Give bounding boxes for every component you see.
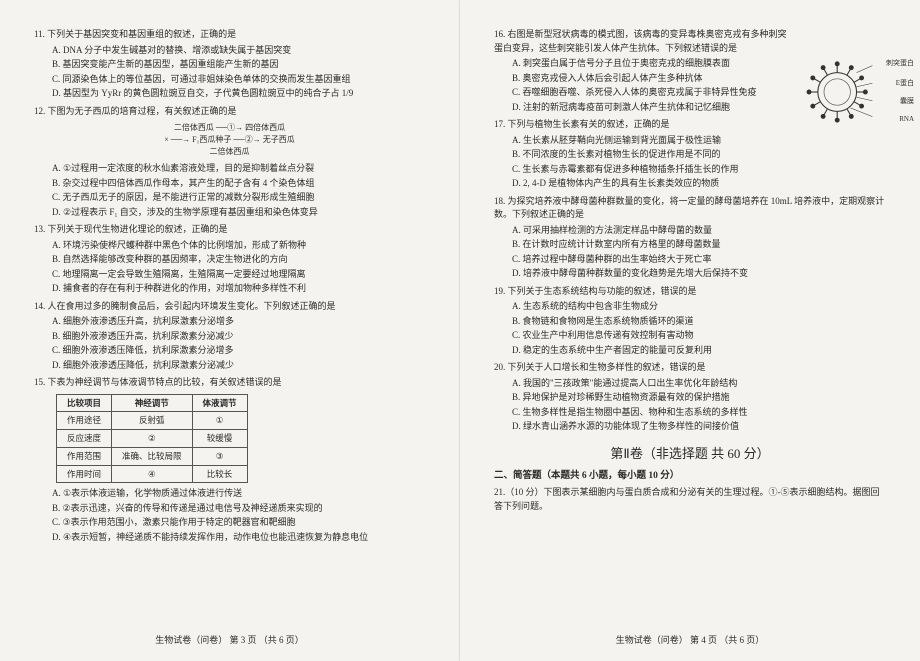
r0c2: ① [192, 412, 247, 430]
footer-left: 生物试卷（问卷） 第 3 页 （共 6 页） [0, 634, 459, 648]
r2c0: 作用范围 [57, 447, 112, 465]
q11-optD: D. 基因型为 YyRr 的黄色圆粒豌豆自交，子代黄色圆粒豌豆中的纯合子占 1/… [52, 87, 425, 101]
q16-stem: 16. 右图是新型冠状病毒的模式图，该病毒的变异毒株奥密克戎有多种刺突蛋白变异，… [494, 28, 791, 55]
q12-diagram: 二倍体西瓜 ──①→ 四倍体西瓜 × ──→ F₁西瓜种子 ──②→ 无子西瓜 … [34, 122, 425, 158]
q12-optD: D. ②过程表示 F₁ 自交，涉及的生物学原理有基因重组和染色体变异 [52, 206, 425, 220]
q13: 13. 下列关于现代生物进化理论的叙述，正确的是 A. 环境污染使桦尺蠖种群中黑… [34, 223, 425, 296]
page-4: 刺突蛋白 E蛋白 囊膜 RNA 16. 右图是新型冠状病毒的模式图，该病毒的变异… [460, 0, 920, 661]
q14-optB: B. 细胞外液渗透压升高，抗利尿激素分泌减少 [52, 330, 425, 344]
q19: 19. 下列关于生态系统结构与功能的叙述，错误的是 A. 生态系统的结构中包含非… [494, 285, 886, 358]
q15: 15. 下表为神经调节与体液调节特点的比较，有关叙述错误的是 比较项目 神经调节… [34, 376, 425, 544]
q19-optB: B. 食物链和食物网是生态系统物质循环的渠道 [512, 315, 886, 329]
q18-optC: C. 培养过程中酵母菌种群的出生率始终大于死亡率 [512, 253, 886, 267]
q17-optC: C. 生长素与赤霉素都有促进多种植物插条扦插生长的作用 [512, 163, 886, 177]
q12: 12. 下图为无子西瓜的培育过程，有关叙述正确的是 二倍体西瓜 ──①→ 四倍体… [34, 105, 425, 220]
q11-stem: 11. 下列关于基因突变和基因重组的叙述，正确的是 [34, 28, 425, 42]
virus-label-e: E蛋白 [896, 78, 914, 89]
q20-optC: C. 生物多样性是指生物圈中基因、物种和生态系统的多样性 [512, 406, 886, 420]
diagram-line3: 二倍体西瓜 [34, 146, 425, 158]
q15-optD: D. ④表示短暂，神经递质不能持续发挥作用，动作电位也能迅速恢复为静息电位 [52, 531, 425, 545]
q14-optD: D. 细胞外液渗透压降低，抗利尿激素分泌减少 [52, 359, 425, 373]
r0c1: 反射弧 [112, 412, 193, 430]
q18-optB: B. 在计数时应统计计数室内所有方格里的酵母菌数量 [512, 238, 886, 252]
th-0: 比较项目 [57, 394, 112, 412]
q15-optA: A. ①表示体液运输，化学物质通过体液进行传送 [52, 487, 425, 501]
q18: 18. 为探究培养液中酵母菌种群数量的变化，将一定量的酵母菌培养在 10mL 培… [494, 195, 886, 281]
q20-optB: B. 异地保护是对珍稀野生动植物资源最有效的保护措施 [512, 391, 886, 405]
page-3: 11. 下列关于基因突变和基因重组的叙述，正确的是 A. DNA 分子中发生碱基… [0, 0, 460, 661]
r3c1: ④ [112, 465, 193, 483]
q16-optA: A. 刺突蛋白属于信号分子且位于奥密克戎的细胞膜表面 [512, 57, 791, 71]
r2c1: 准确、比较局限 [112, 447, 193, 465]
r1c1: ② [112, 430, 193, 448]
q14-stem: 14. 人在食用过多的腌制食品后，会引起内环境发生变化。下列叙述正确的是 [34, 300, 425, 314]
q18-optD: D. 培养液中酵母菌种群数量的变化趋势是先增大后保持不变 [512, 267, 886, 281]
q12-optC: C. 无子西瓜无子的原因，是不能进行正常的减数分裂形成生殖细胞 [52, 191, 425, 205]
r3c2: 比较长 [192, 465, 247, 483]
r2c2: ③ [192, 447, 247, 465]
r0c0: 作用途径 [57, 412, 112, 430]
q20-stem: 20. 下列关于人口增长和生物多样性的叙述，错误的是 [494, 361, 886, 375]
diagram-line2: × ──→ F₁西瓜种子 ──②→ 无子西瓜 [34, 134, 425, 146]
q13-optA: A. 环境污染使桦尺蠖种群中黑色个体的比例增加，形成了新物种 [52, 239, 425, 253]
footer-right: 生物试卷（问卷） 第 4 页 （共 6 页） [460, 634, 920, 648]
q14-optA: A. 细胞外液渗透压升高，抗利尿激素分泌增多 [52, 315, 425, 329]
virus-label-envelope: 囊膜 [900, 96, 914, 107]
q11: 11. 下列关于基因突变和基因重组的叙述，正确的是 A. DNA 分子中发生碱基… [34, 28, 425, 101]
section-2-title: 第Ⅱ卷（非选择题 共 60 分） [494, 444, 886, 464]
q11-optA: A. DNA 分子中发生碱基对的替换、增添或缺失属于基因突变 [52, 44, 425, 58]
q12-optA: A. ①过程用一定浓度的秋水仙素溶液处理，目的是抑制着丝点分裂 [52, 162, 425, 176]
q15-optB: B. ②表示迅速，兴奋的传导和传递是通过电信号及神经递质来实现的 [52, 502, 425, 516]
q20-optA: A. 我国的"三孩政策"能通过提高人口出生率优化年龄结构 [512, 377, 886, 391]
q19-optA: A. 生态系统的结构中包含非生物成分 [512, 300, 886, 314]
q12-stem: 12. 下图为无子西瓜的培育过程，有关叙述正确的是 [34, 105, 425, 119]
virus-label-spike: 刺突蛋白 [886, 58, 914, 69]
q13-optB: B. 自然选择能够改变种群的基因频率，决定生物进化的方向 [52, 253, 425, 267]
q15-stem: 15. 下表为神经调节与体液调节特点的比较，有关叙述错误的是 [34, 376, 425, 390]
q17-optD: D. 2, 4-D 是植物体内产生的具有生长素类效应的物质 [512, 177, 886, 191]
q21: 21.（10 分）下图表示某细胞内与蛋白质合成和分泌有关的生理过程。①-⑤表示细… [494, 486, 886, 513]
q13-optD: D. 捕食者的存在有利于种群进化的作用，对增加物种多样性不利 [52, 282, 425, 296]
q11-optC: C. 同源染色体上的等位基因，可通过非姐妹染色单体的交换而发生基因重组 [52, 73, 425, 87]
r3c0: 作用时间 [57, 465, 112, 483]
q19-optC: C. 农业生产中利用信息传递有效控制有害动物 [512, 329, 886, 343]
q14: 14. 人在食用过多的腌制食品后，会引起内环境发生变化。下列叙述正确的是 A. … [34, 300, 425, 373]
q20: 20. 下列关于人口增长和生物多样性的叙述，错误的是 A. 我国的"三孩政策"能… [494, 361, 886, 434]
q16-optC: C. 吞噬细胞吞噬、杀死侵入人体的奥密克戎属于非特异性免疫 [512, 86, 791, 100]
q18-optA: A. 可采用抽样检测的方法测定样品中酵母菌的数量 [512, 224, 886, 238]
virus-label-rna: RNA [899, 114, 914, 125]
q16-optB: B. 奥密克戎侵入人体后会引起人体产生多种抗体 [512, 72, 791, 86]
q18-stem: 18. 为探究培养液中酵母菌种群数量的变化，将一定量的酵母菌培养在 10mL 培… [494, 195, 886, 222]
q20-optD: D. 绿水青山涵养水源的功能体现了生物多样性的间接价值 [512, 420, 886, 434]
q17-optB: B. 不同浓度的生长素对植物生长的促进作用是不同的 [512, 148, 886, 162]
virus-icon [802, 48, 890, 136]
q19-stem: 19. 下列关于生态系统结构与功能的叙述，错误的是 [494, 285, 886, 299]
r1c0: 反应速度 [57, 430, 112, 448]
q12-optB: B. 杂交过程中四倍体西瓜作母本，其产生的配子含有 4 个染色体组 [52, 177, 425, 191]
q13-optC: C. 地理隔离一定会导致生殖隔离，生殖隔离一定要经过地理隔离 [52, 268, 425, 282]
q14-optC: C. 细胞外液渗透压降低，抗利尿激素分泌增多 [52, 344, 425, 358]
th-1: 神经调节 [112, 394, 193, 412]
q13-stem: 13. 下列关于现代生物进化理论的叙述，正确的是 [34, 223, 425, 237]
q15-optC: C. ③表示作用范围小，激素只能作用于特定的靶器官和靶细胞 [52, 516, 425, 530]
diagram-line1: 二倍体西瓜 ──①→ 四倍体西瓜 [34, 122, 425, 134]
q16-optD: D. 注射的新冠病毒疫苗可刺激人体产生抗体和记忆细胞 [512, 101, 791, 115]
q15-table: 比较项目 神经调节 体液调节 作用途径 反射弧 ① 反应速度 ② 较缓慢 作用范… [56, 394, 248, 484]
q11-optB: B. 基因突变能产生新的基因型，基因重组能产生新的基因 [52, 58, 425, 72]
r1c2: 较缓慢 [192, 430, 247, 448]
part2-heading: 二、简答题（本题共 6 小题，每小题 10 分） [494, 469, 886, 483]
th-2: 体液调节 [192, 394, 247, 412]
q19-optD: D. 稳定的生态系统中生产者固定的能量可反复利用 [512, 344, 886, 358]
